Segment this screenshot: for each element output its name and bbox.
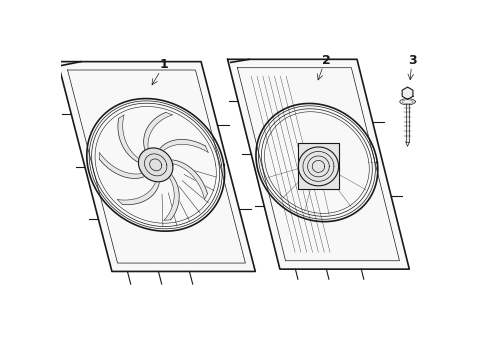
Polygon shape (159, 139, 208, 152)
Polygon shape (143, 112, 172, 150)
Text: 1: 1 (160, 58, 168, 71)
Polygon shape (227, 59, 408, 269)
Polygon shape (401, 87, 412, 99)
Polygon shape (138, 148, 173, 182)
Polygon shape (298, 143, 338, 189)
Polygon shape (405, 104, 408, 142)
Polygon shape (117, 181, 159, 204)
Polygon shape (99, 153, 144, 179)
Polygon shape (149, 159, 162, 171)
Polygon shape (144, 154, 166, 176)
Polygon shape (118, 115, 139, 162)
Polygon shape (399, 99, 414, 105)
Text: 3: 3 (407, 54, 416, 67)
Polygon shape (58, 62, 255, 271)
Text: 2: 2 (321, 54, 330, 67)
Polygon shape (171, 160, 207, 199)
Polygon shape (163, 174, 179, 220)
